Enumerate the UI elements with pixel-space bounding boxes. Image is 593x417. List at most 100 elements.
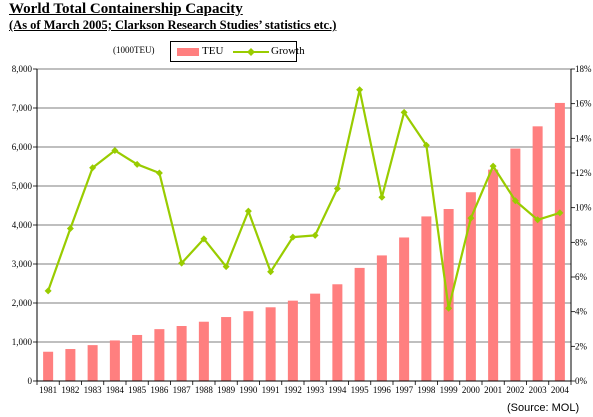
growth-point (44, 287, 52, 295)
y-left-tick-label: 2,000 (12, 298, 33, 308)
x-tick-label: 2002 (506, 385, 524, 395)
growth-point (422, 141, 430, 149)
y-left-tick-label: 8,000 (12, 64, 33, 74)
x-tick-label: 1986 (150, 385, 169, 395)
y-right-tick-label: 0% (575, 376, 588, 386)
growth-point (66, 224, 74, 232)
x-tick-label: 1989 (217, 385, 236, 395)
x-tick-label: 1985 (128, 385, 147, 395)
growth-point (133, 160, 141, 168)
growth-point (222, 263, 230, 271)
growth-point (489, 162, 497, 170)
y-left-tick-label: 4,000 (12, 220, 33, 230)
y-right-tick-label: 12% (575, 168, 592, 178)
growth-point (89, 164, 97, 172)
teu-bar (109, 340, 120, 381)
unit-note: (1000TEU) (113, 45, 155, 55)
x-tick-label: 2003 (529, 385, 548, 395)
x-tick-label: 1998 (417, 385, 436, 395)
legend-growth-marker (233, 48, 269, 56)
teu-bar (399, 237, 410, 381)
growth-point (445, 304, 453, 312)
growth-point (178, 259, 186, 267)
y-right-tick-label: 14% (575, 133, 592, 143)
x-tick-label: 1992 (284, 385, 302, 395)
teu-bar (243, 311, 254, 381)
teu-bar (376, 255, 387, 381)
growth-point (111, 146, 119, 154)
y-left-tick-label: 5,000 (12, 181, 33, 191)
teu-bar (465, 192, 476, 381)
teu-bar (154, 329, 165, 381)
teu-bar (510, 148, 521, 381)
x-tick-label: 2001 (484, 385, 502, 395)
x-tick-label: 1990 (239, 385, 258, 395)
y-right-tick-label: 10% (575, 203, 592, 213)
y-left-tick-label: 0 (28, 376, 33, 386)
chart-subtitle: (As of March 2005; Clarkson Research Stu… (9, 18, 337, 32)
legend-teu-swatch (177, 48, 199, 56)
teu-bar (198, 321, 209, 381)
x-tick-label: 1999 (440, 385, 459, 395)
source-note: (Source: MOL) (507, 402, 580, 414)
teu-bar (132, 334, 143, 381)
growth-point (267, 268, 275, 276)
x-tick-label: 1997 (395, 385, 414, 395)
growth-point (378, 193, 386, 201)
teu-bar (332, 284, 343, 381)
growth-line (47, 88, 561, 310)
y-left-tick-label: 3,000 (12, 259, 33, 269)
teu-bar (87, 345, 98, 381)
y-right-tick-label: 4% (575, 307, 588, 317)
x-tick-label: 1994 (328, 385, 347, 395)
x-tick-label: 1991 (262, 385, 280, 395)
legend-growth-label: Growth (271, 45, 305, 57)
teu-bar (443, 209, 454, 381)
teu-bar (421, 216, 432, 381)
growth-point (200, 235, 208, 243)
legend-teu-label: TEU (202, 45, 224, 57)
x-tick-label: 2000 (462, 385, 481, 395)
growth-point (155, 169, 163, 177)
y-right-tick-label: 8% (575, 237, 588, 247)
y-left-tick-label: 7,000 (12, 103, 33, 113)
x-tick-label: 1995 (351, 385, 370, 395)
x-tick-label: 1982 (61, 385, 79, 395)
growth-point (400, 108, 408, 116)
growth-point (511, 197, 519, 205)
growth-point (311, 231, 319, 239)
teu-bar (488, 169, 499, 381)
growth-point (556, 209, 564, 217)
teu-bar (176, 326, 187, 381)
growth-point (244, 207, 252, 215)
legend: TEU Growth (170, 41, 305, 62)
y-left-tick-label: 1,000 (12, 337, 33, 347)
growth-point (333, 185, 341, 193)
teu-bar (287, 300, 298, 381)
teu-bar (532, 126, 543, 381)
teu-bar (221, 317, 232, 381)
x-tick-label: 1983 (84, 385, 103, 395)
x-tick-label: 1993 (306, 385, 325, 395)
growth-point (289, 233, 297, 241)
y-left-tick-label: 6,000 (12, 142, 33, 152)
y-right-tick-label: 18% (575, 64, 592, 74)
chart-title: World Total Containership Capacity (9, 1, 243, 17)
y-right-tick-label: 16% (575, 99, 592, 109)
x-tick-label: 1996 (373, 385, 392, 395)
teu-bar (265, 307, 276, 381)
x-tick-label: 1981 (39, 385, 57, 395)
growth-point (534, 216, 542, 224)
growth-point (467, 214, 475, 222)
y-right-tick-label: 2% (575, 341, 588, 351)
x-tick-label: 2004 (551, 385, 570, 395)
growth-point (356, 86, 364, 94)
x-tick-label: 1984 (106, 385, 125, 395)
x-tick-label: 1988 (195, 385, 214, 395)
teu-bar (43, 351, 54, 381)
teu-bar (354, 267, 365, 381)
x-tick-label: 1987 (173, 385, 192, 395)
teu-bar (65, 349, 76, 381)
teu-bar (310, 293, 321, 381)
